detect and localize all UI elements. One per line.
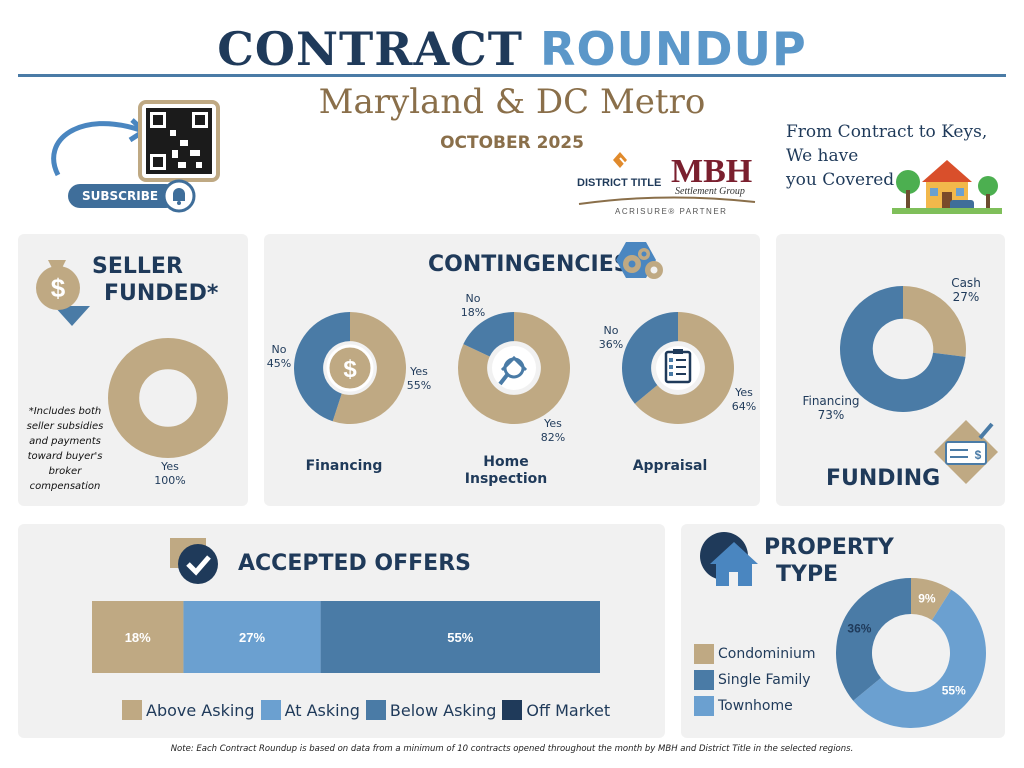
appraisal-caption: Appraisal — [632, 458, 708, 474]
appraisal-slice-yes — [634, 312, 734, 424]
subscribe-button[interactable]: SUBSCRIBE — [68, 184, 178, 208]
check-pen-icon: $ — [934, 420, 998, 484]
contingencies-heading: CONTINGENCIES — [428, 252, 630, 277]
arrow-icon — [51, 121, 141, 177]
funding-heading: FUNDING — [826, 466, 941, 491]
bar-segment-below-asking — [320, 601, 600, 673]
title-contract: CONTRACT — [217, 22, 524, 76]
legend-below-asking: Below Asking — [365, 700, 496, 720]
inspection-no-label: No 18% — [458, 292, 488, 320]
legend-townhome: Townhome — [694, 696, 815, 716]
financing-yes-pct: 55% — [406, 379, 432, 392]
subscribe-graphic — [51, 100, 220, 182]
seller-yes-label: Yes 100% — [154, 460, 186, 487]
bar-label-above-asking: 18% — [125, 630, 151, 645]
financing-slice-no — [294, 312, 350, 422]
property-slice-condominium — [911, 578, 952, 621]
inspection-yes-label: Yes 82% — [538, 417, 568, 445]
footer-note: Note: Each Contract Roundup is based on … — [170, 744, 854, 754]
inspection-caption: Home Inspection — [464, 454, 548, 487]
appraisal-no-label: No 36% — [596, 324, 626, 352]
inspection-slice-yes — [458, 312, 570, 424]
funding-donut — [840, 286, 966, 412]
property-type-heading: PROPERTY TYPE — [764, 535, 894, 587]
property-label-townhome: 55% — [942, 684, 966, 698]
svg-text:Settlement Group: Settlement Group — [675, 186, 745, 197]
svg-text:$: $ — [343, 356, 357, 383]
bar-label-at-asking: 27% — [239, 630, 265, 645]
property-label-condominium: 9% — [918, 591, 936, 605]
funding-cash-label: Cash 27% — [951, 276, 981, 304]
header-divider — [18, 74, 1006, 77]
mbh-logo: MBH — [671, 153, 752, 190]
title-roundup: ROUNDUP — [540, 22, 807, 76]
legend-off-market: Off Market — [502, 700, 610, 720]
appraisal-donut — [622, 312, 734, 424]
accepted-offers-bar: 18% 27% 55% — [92, 601, 600, 673]
tagline: From Contract to Keys, We have you Cover… — [786, 122, 988, 190]
legend-above-asking: Above Asking — [122, 700, 255, 720]
property-type-donut: 9% 55% 36% — [836, 578, 986, 728]
appraisal-no-pct: 36% — [598, 338, 624, 351]
financing-no-label: No 45% — [264, 343, 294, 371]
seller-funded-heading: SELLER FUNDED* — [92, 254, 219, 306]
bar-segment-at-asking — [183, 601, 321, 673]
region-title: Maryland & DC Metro — [318, 82, 706, 122]
property-slice-townhome — [853, 589, 986, 728]
financing-yes-label: Yes 55% — [404, 365, 434, 393]
appraisal-yes-label: Yes 64% — [729, 386, 759, 414]
inspection-slice-no — [463, 312, 514, 357]
legend-condominium: Condominium — [694, 644, 815, 664]
funding-slice-cash — [903, 286, 966, 357]
magnifier-house-icon — [492, 346, 536, 390]
house-illustration-icon — [892, 160, 1002, 214]
seller-funded-donut — [108, 338, 228, 458]
checkmark-icon — [170, 538, 218, 584]
home-inspection-donut — [458, 312, 570, 424]
financing-no-pct: 45% — [266, 357, 292, 370]
month-label: OCTOBER 2025 — [440, 133, 584, 153]
property-label-single-family: 36% — [847, 622, 871, 636]
dollar-coin-icon — [326, 344, 374, 392]
svg-text:$: $ — [975, 448, 982, 462]
property-slice-single-family — [836, 578, 911, 701]
partner-logos: DISTRICT TITLE MBH Settlement Group ACRI… — [577, 152, 756, 216]
accepted-offers-heading: ACCEPTED OFFERS — [238, 551, 471, 576]
property-legend: Condominium Single Family Townhome — [694, 644, 815, 716]
svg-text:$: $ — [51, 273, 66, 303]
legend-single-family: Single Family — [694, 670, 815, 690]
financing-caption: Financing — [305, 458, 383, 474]
bar-segment-above-asking — [92, 601, 184, 673]
bell-icon[interactable] — [162, 179, 196, 213]
bar-label-below-asking: 55% — [447, 630, 473, 645]
seller-funded-slice-yes — [108, 338, 228, 458]
page-title: CONTRACT ROUNDUP — [0, 22, 1024, 76]
district-title-logo: DISTRICT TITLE — [577, 177, 661, 189]
legend-at-asking: At Asking — [260, 700, 360, 720]
seller-disclaimer: *Includes both seller subsidies and paym… — [26, 406, 104, 492]
inspection-no-pct: 18% — [460, 306, 486, 319]
appraisal-yes-pct: 64% — [731, 400, 757, 413]
house-icon — [700, 532, 758, 586]
funding-slice-financing — [840, 286, 966, 412]
appraisal-slice-no — [622, 312, 678, 404]
financing-donut: $ — [294, 312, 406, 424]
financing-slice-yes — [332, 312, 406, 424]
offers-legend: Above Asking At Asking Below Asking Off … — [122, 700, 610, 720]
inspection-yes-pct: 82% — [540, 431, 566, 444]
district-title-logo-icon — [613, 152, 627, 168]
funding-financing-label: Financing 73% — [802, 394, 860, 422]
money-bag-icon: $ — [36, 260, 90, 326]
acrisure-partner-label: ACRISURE® PARTNER — [615, 207, 727, 216]
gears-icon — [616, 242, 663, 279]
